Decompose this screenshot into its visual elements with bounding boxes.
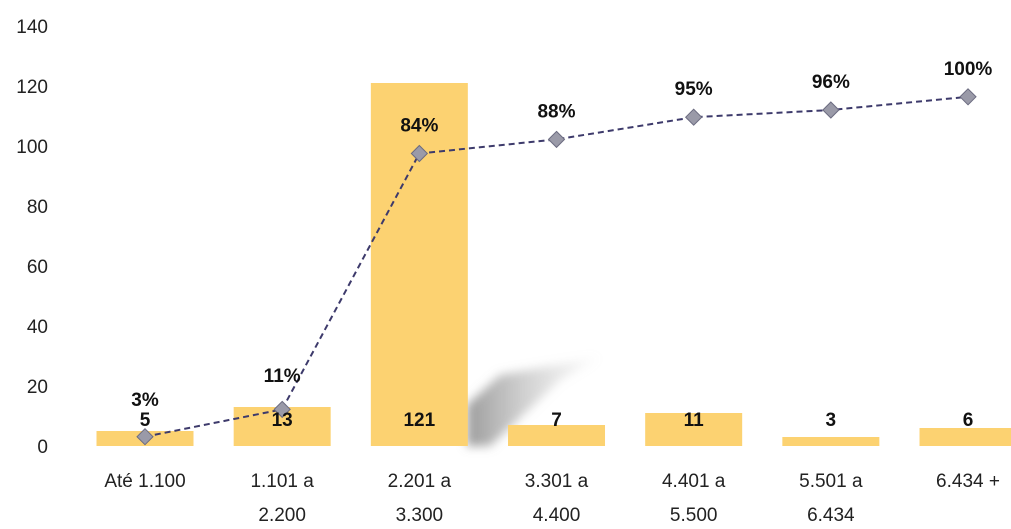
cumulative-percent-label: 100% [944,59,993,80]
cumulative-percent-label: 96% [812,72,850,93]
category-label: 1.101 a [250,471,314,492]
category-label: Até 1.100 [104,471,185,492]
category-label: 2.200 [258,505,306,524]
cumulative-percent-label: 84% [400,116,438,137]
bar-data-label: 11 [684,410,705,431]
bar-data-label: 3 [826,410,837,431]
line-point [686,109,702,125]
category-label: 3.301 a [525,471,589,492]
y-tick-label: 20 [27,377,48,398]
cumulative-percent-label: 11% [264,366,301,387]
line-point [960,89,976,105]
bar [782,437,879,446]
category-label: 6.434 + [936,471,1000,492]
y-tick-label: 120 [16,77,48,98]
bar-data-label: 13 [272,410,293,431]
category-label: 4.400 [533,505,581,524]
bar-data-label: 7 [551,410,562,431]
category-label: 2.201 a [388,471,452,492]
y-tick-label: 140 [16,17,48,38]
cumulative-line-layer [137,89,976,445]
bar [371,83,468,446]
line-point [549,131,565,147]
cumulative-percent-label: 3% [131,390,159,411]
category-label: 5.501 a [799,471,863,492]
y-tick-label: 60 [27,257,48,278]
bar-data-label: 5 [140,410,151,431]
cumulative-percent-label: 88% [537,101,575,122]
bar-data-label: 6 [963,410,974,431]
category-label: 4.401 a [662,471,726,492]
y-tick-label: 80 [27,197,48,218]
category-label: 5.500 [670,505,718,524]
bar-data-label: 121 [403,410,435,431]
category-label: 3.300 [396,505,444,524]
cumulative-percent-label: 95% [675,79,713,100]
axis-layer: 0 20 40 60 80 100 120 140 Até 1.100 1.101 a 2.200 2… [16,17,1000,524]
y-tick-label: 100 [16,137,48,158]
y-tick-label: 0 [37,437,48,458]
line-point [823,102,839,118]
category-label: 6.434 [807,505,855,524]
y-tick-label: 40 [27,317,48,338]
